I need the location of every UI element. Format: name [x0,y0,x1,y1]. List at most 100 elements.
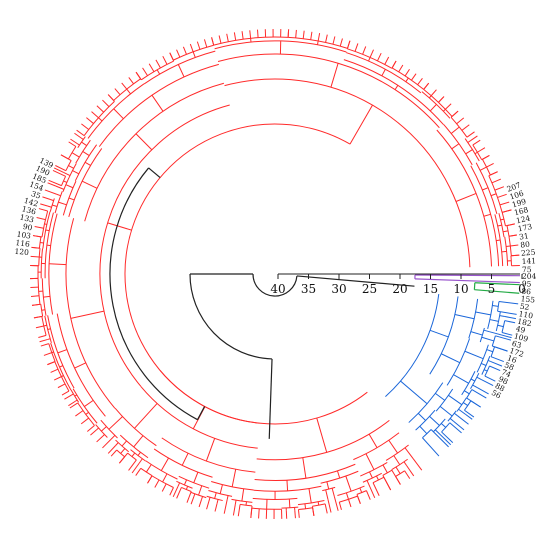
blue-leaf-branch [497,310,517,315]
red-upper-leaf-branch [310,31,313,40]
red-left-arc [68,163,77,179]
red-left-branch [84,161,91,166]
blue-branch [499,315,505,318]
blue-arc [470,372,480,389]
blue-leaf-branch [422,437,440,457]
red-lower-leaf-branch [128,459,137,471]
leaf-label: 168 [513,205,529,217]
red-upper-arc [498,213,505,238]
leaf-label: 133 [19,213,35,225]
red-lower-arc [140,467,153,477]
blue-branch [481,336,495,342]
red-left-branch [126,88,131,95]
blue-arc [415,409,436,431]
red-upper-leaf-branch [502,209,512,213]
small-cluster-branches [414,274,520,294]
blue-branch [400,380,428,405]
blue-leaf-branch [494,346,508,352]
red-lower-leaf-branch [214,503,218,512]
red-upper-branch [451,143,460,150]
red-lower-branch [336,470,341,479]
red-left-branch [151,94,164,112]
red-left-leaf-branch [102,99,110,108]
red-upper-branch [490,193,497,197]
red-lower-branch [181,452,189,466]
leaf-label: 106 [508,189,525,202]
red-lower-leaf-branch [169,487,174,496]
red-lower-branch [365,453,375,470]
red-upper-leaf-branch [438,96,445,103]
blue-leaf-branch [490,361,503,367]
red-lower-branch [304,503,307,509]
red-lower-leaf-branch [154,479,160,488]
red-lower-branch [368,433,378,448]
leaf-label: 120 [14,247,29,257]
blue-leaf-branch [471,389,487,399]
red-upper-arc [345,52,422,94]
red-upper-arc [494,214,504,267]
red-lower-branch [205,438,216,462]
red-lower-arc [252,497,298,500]
root-arc-inner [189,273,273,360]
red-upper-arc [423,89,439,103]
red-upper-leaf-branch [461,124,470,131]
red-upper-branch [467,140,472,143]
leaf-label: 63 [511,339,523,350]
red-lower-leaf-branch [333,496,339,511]
blue-branch [497,324,504,328]
leaf-label: 86 [521,287,531,297]
red-lower-arc [114,407,157,447]
main-red-cluster-branches [30,29,520,520]
red-lower-branch [193,471,199,483]
red-upper-leaf-branch [325,34,328,43]
scale-tick-label: 0 [518,282,526,296]
red-lower-leaf-branch [172,486,179,498]
red-left-branch [72,170,80,175]
blue-arc [481,356,491,375]
red-upper-leaf-branch [391,60,397,69]
red-left-leaf-branch [44,189,57,195]
root-link-branch [268,358,273,439]
red-lower-leaf-branch [327,499,332,513]
red-lower-branch [162,473,168,483]
red-root-branch [107,222,132,231]
red-upper-leaf-branch [423,82,430,90]
red-left-leaf-branch [52,169,66,177]
red-root-arc [124,123,351,424]
red-left-leaf-branch [196,41,201,50]
red-upper-leaf-branch [499,201,510,206]
red-left-leaf-branch [55,165,67,172]
purple-cluster-branch [414,274,520,277]
red-left-leaf-branch [60,154,69,160]
red-lower-arc [116,449,125,458]
red-lower-arc [382,469,393,476]
red-upper-leaf-branch [450,110,459,118]
blue-branch [486,349,494,353]
red-left-leaf-branch [47,182,57,187]
red-upper-arc [224,78,471,268]
red-left-leaf-branch [40,343,49,347]
blue-leaf-branch [477,387,489,395]
red-left-arc [84,82,225,222]
root-link-branch [296,275,415,287]
blue-arc [408,382,444,423]
blue-branch [458,408,466,415]
red-left-leaf-branch [43,352,52,356]
red-upper-branch [381,69,386,77]
root-link-branch [148,167,161,179]
red-lower-branch [120,448,126,454]
blue-leaf-branch [504,320,516,324]
leaf-label: 31 [519,231,530,241]
red-left-leaf-branch [47,361,56,366]
blue-arc [468,298,479,339]
red-left-branch [135,133,153,151]
red-upper-leaf-branch [482,154,490,160]
red-left-leaf-branch [36,217,46,221]
red-upper-leaf-branch [417,78,423,86]
red-lower-arc [320,470,359,484]
leaf-label: 109 [513,331,529,343]
red-upper-leaf-branch [466,131,475,138]
red-left-leaf-branch [68,141,77,147]
red-left-branch [55,185,65,190]
